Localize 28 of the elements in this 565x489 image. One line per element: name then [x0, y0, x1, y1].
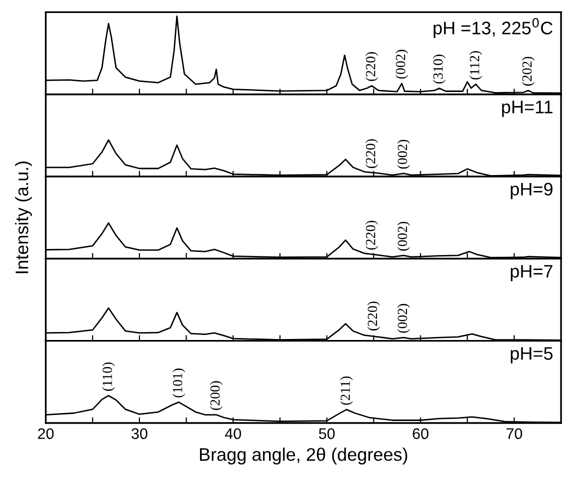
annotation: (101): [172, 368, 186, 398]
chart-title: pH=11: [502, 100, 552, 117]
annotation: (200): [210, 381, 223, 410]
chart-title: pH=7: [510, 265, 552, 282]
chart-title: pH=5: [510, 347, 553, 364]
annotation: (220): [366, 52, 378, 81]
y-axis-title: Intensity (a.u.): [15, 162, 32, 274]
annotation: (002): [397, 304, 410, 333]
x-tick-label: 30: [132, 428, 148, 440]
annotation: (220): [366, 220, 378, 250]
x-tick-label: 60: [412, 428, 428, 440]
annotation: (220): [367, 302, 380, 330]
x-tick-label: 70: [506, 428, 522, 440]
annotation: (002): [397, 222, 410, 251]
annotation: (220): [366, 139, 378, 168]
annotation: (310): [432, 54, 446, 84]
annotation: (112): [469, 51, 482, 80]
annotation: (202): [522, 56, 535, 86]
chart-title: pH =13, 225$^{0}$C: [434, 18, 552, 38]
annotation: (211): [340, 376, 353, 405]
annotation: (002): [395, 50, 408, 79]
x-tick-label: 50: [318, 428, 335, 440]
chart-title: pH=9: [510, 182, 552, 200]
annotation: (002): [397, 140, 410, 169]
x-tick-label: 20: [38, 428, 54, 440]
x-tick-label: 40: [224, 428, 242, 440]
annotation: (110): [102, 362, 115, 391]
x-axis-title: Bragg angle, 2θ (degrees): [200, 448, 408, 464]
